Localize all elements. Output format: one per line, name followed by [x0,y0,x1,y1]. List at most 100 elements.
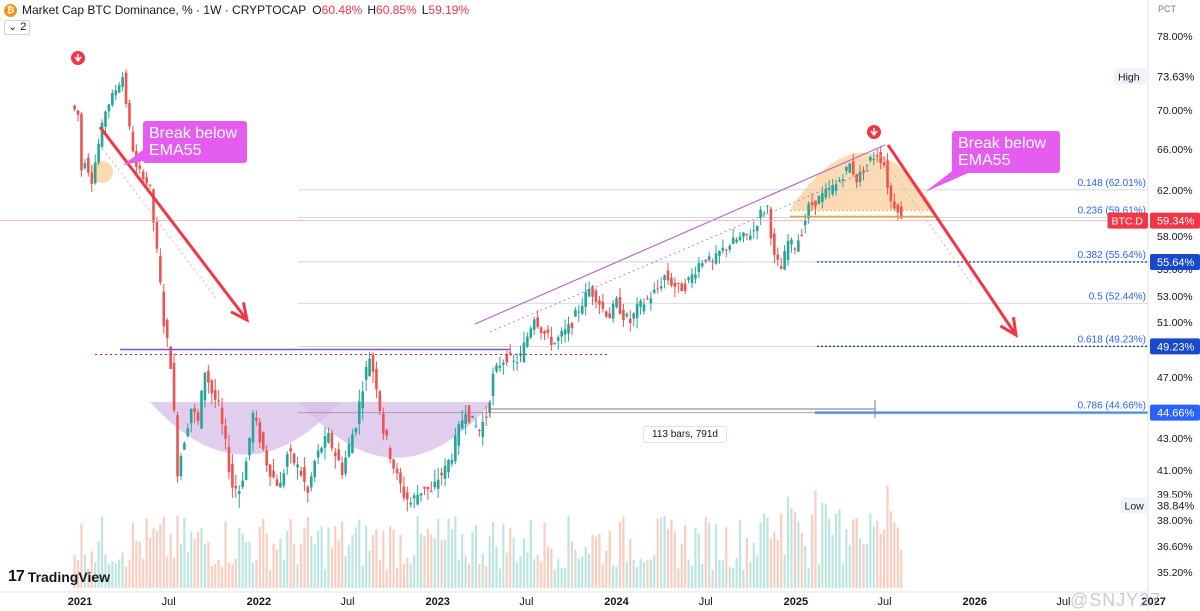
volume-bar [629,538,632,588]
volume-bar [577,558,580,588]
volume-bar [413,555,416,588]
volume-bar [262,518,265,588]
symbol-title[interactable]: Market Cap BTC Dominance, % · 1W · CRYPT… [22,3,307,17]
y-tick-2: 66.00% [1157,144,1193,156]
candle-body [361,391,365,409]
down-arrow-right-head [999,316,1018,338]
volume-bar [594,536,598,588]
candle-body [296,464,299,468]
candle-body [711,260,714,262]
volume-bar [601,563,604,588]
candle-body [687,277,690,280]
volume-bar [234,558,237,588]
volume-bar [176,515,179,588]
candle-body [138,165,142,169]
high-value: H60.85% [367,3,417,17]
volume-bar [546,546,550,588]
indicator-count-toggle[interactable]: ⌄ 2 [4,20,31,35]
volume-bar [186,551,189,588]
volume-bar [663,515,666,588]
axis-unit-label[interactable]: PCT [1158,4,1176,14]
candle-body [872,158,876,160]
volume-bar [684,525,687,588]
candle-body [526,336,529,347]
volume-bar [697,533,700,588]
volume-bar [327,527,330,588]
candle-body [635,303,639,319]
volume-bar [814,490,817,588]
volume-bar [735,557,738,588]
volume-bar [183,517,186,588]
volume-bar [406,557,409,588]
price-label-tag-1: BTC.D [1112,216,1144,228]
candle-body [502,362,505,365]
y-tick-8: 47.00% [1157,372,1193,384]
volume-bar [317,530,320,588]
candle-body [762,212,766,214]
candle-body [207,370,210,383]
volume-bar [625,561,628,588]
fib-level-label-0.148: 0.148 (62.01%) [1078,178,1146,189]
candle-body [491,373,495,396]
candle-body [186,428,190,437]
volume-bar [303,527,306,588]
candle-body [165,320,169,339]
candle-body [406,492,409,500]
volume-bar [666,528,670,588]
fib-level-label-0.382: 0.382 (55.64%) [1078,250,1146,261]
volume-bar [574,549,577,588]
candle-body [358,401,361,424]
volume-bar [608,530,611,588]
candle-body [749,235,752,240]
volume-bar [440,540,443,588]
volume-bar [800,532,803,588]
volume-bar [491,522,495,588]
candle-body [560,331,563,337]
volume-bar [841,564,845,588]
top-marker-2021-arrow [74,54,82,63]
price-label-box-4 [1150,404,1200,421]
volume-bar [221,567,224,588]
candle-body [714,253,718,264]
volume-bar [673,531,676,588]
candle-body [227,446,231,473]
candle-body [875,155,879,157]
volume-bar [797,521,800,588]
volume-bar [522,538,526,588]
volume-bar [588,553,591,588]
candle-body [721,247,725,251]
candle-body [309,476,313,488]
volume-bar [210,565,213,588]
volume-bar [207,541,210,588]
candle-body [529,328,533,338]
price-label-value-5: 38.84% [1157,500,1195,512]
volume-bar [224,521,227,588]
volume-bar [632,559,635,588]
callout-right-ema55: Break below EMA55 [952,131,1060,173]
fib-786-band [815,411,1148,415]
candle-body [220,407,224,424]
volume-bar [392,529,395,588]
volume-bar [804,546,807,588]
candle-body [666,270,670,281]
volume-bar [145,518,148,588]
candle-body [124,72,128,104]
volume-bar [447,518,450,588]
price-label-tag-0: High [1118,71,1140,83]
symbol-header: ₿ Market Cap BTC Dominance, % · 1W · CRY… [0,0,474,20]
candle-body [862,170,865,174]
candle-body [539,327,543,334]
volume-bar [845,528,848,588]
volume-bar [615,566,618,588]
price-label-value-3: 49.23% [1157,341,1195,353]
candle-body [306,486,310,493]
candle-body [145,177,148,184]
volume-bar [495,546,498,588]
candle-body [76,110,80,115]
volume-bar [351,534,354,588]
candle-body [316,450,320,458]
candle-body [690,274,694,284]
volume-bar [701,564,704,588]
tradingview-logo[interactable]: 17 TradingView [8,568,110,586]
